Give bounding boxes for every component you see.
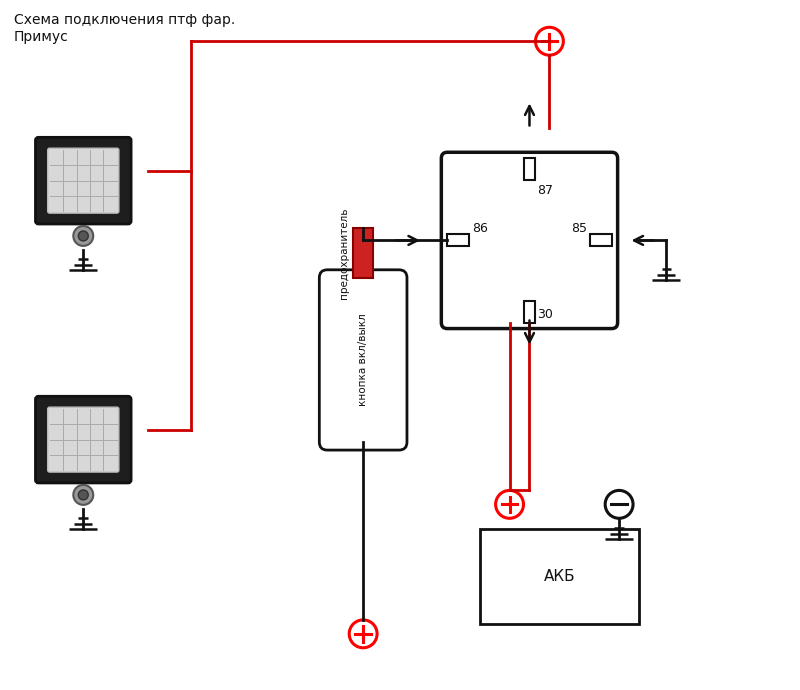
Bar (353, 228, 373, 278)
Bar (523, 158, 535, 180)
Bar (523, 301, 535, 323)
Text: Схема подключения птф фар.
Примус: Схема подключения птф фар. Примус (14, 13, 235, 43)
Text: предохранитель: предохранитель (339, 207, 350, 299)
Bar (480, 529, 639, 624)
Text: 87: 87 (538, 184, 554, 197)
Text: 30: 30 (538, 308, 554, 321)
FancyBboxPatch shape (35, 137, 131, 224)
FancyBboxPatch shape (48, 148, 119, 213)
Bar (590, 235, 612, 246)
FancyBboxPatch shape (48, 407, 119, 472)
Text: 85: 85 (570, 222, 586, 235)
FancyBboxPatch shape (319, 270, 407, 450)
Text: АКБ: АКБ (543, 569, 575, 584)
Circle shape (74, 485, 94, 505)
Text: 86: 86 (472, 222, 488, 235)
Circle shape (78, 231, 88, 241)
FancyBboxPatch shape (442, 152, 618, 328)
Circle shape (78, 490, 88, 500)
Bar (447, 235, 470, 246)
Text: кнопка вкл/выкл: кнопка вкл/выкл (358, 313, 368, 406)
FancyBboxPatch shape (35, 396, 131, 483)
Circle shape (74, 226, 94, 246)
